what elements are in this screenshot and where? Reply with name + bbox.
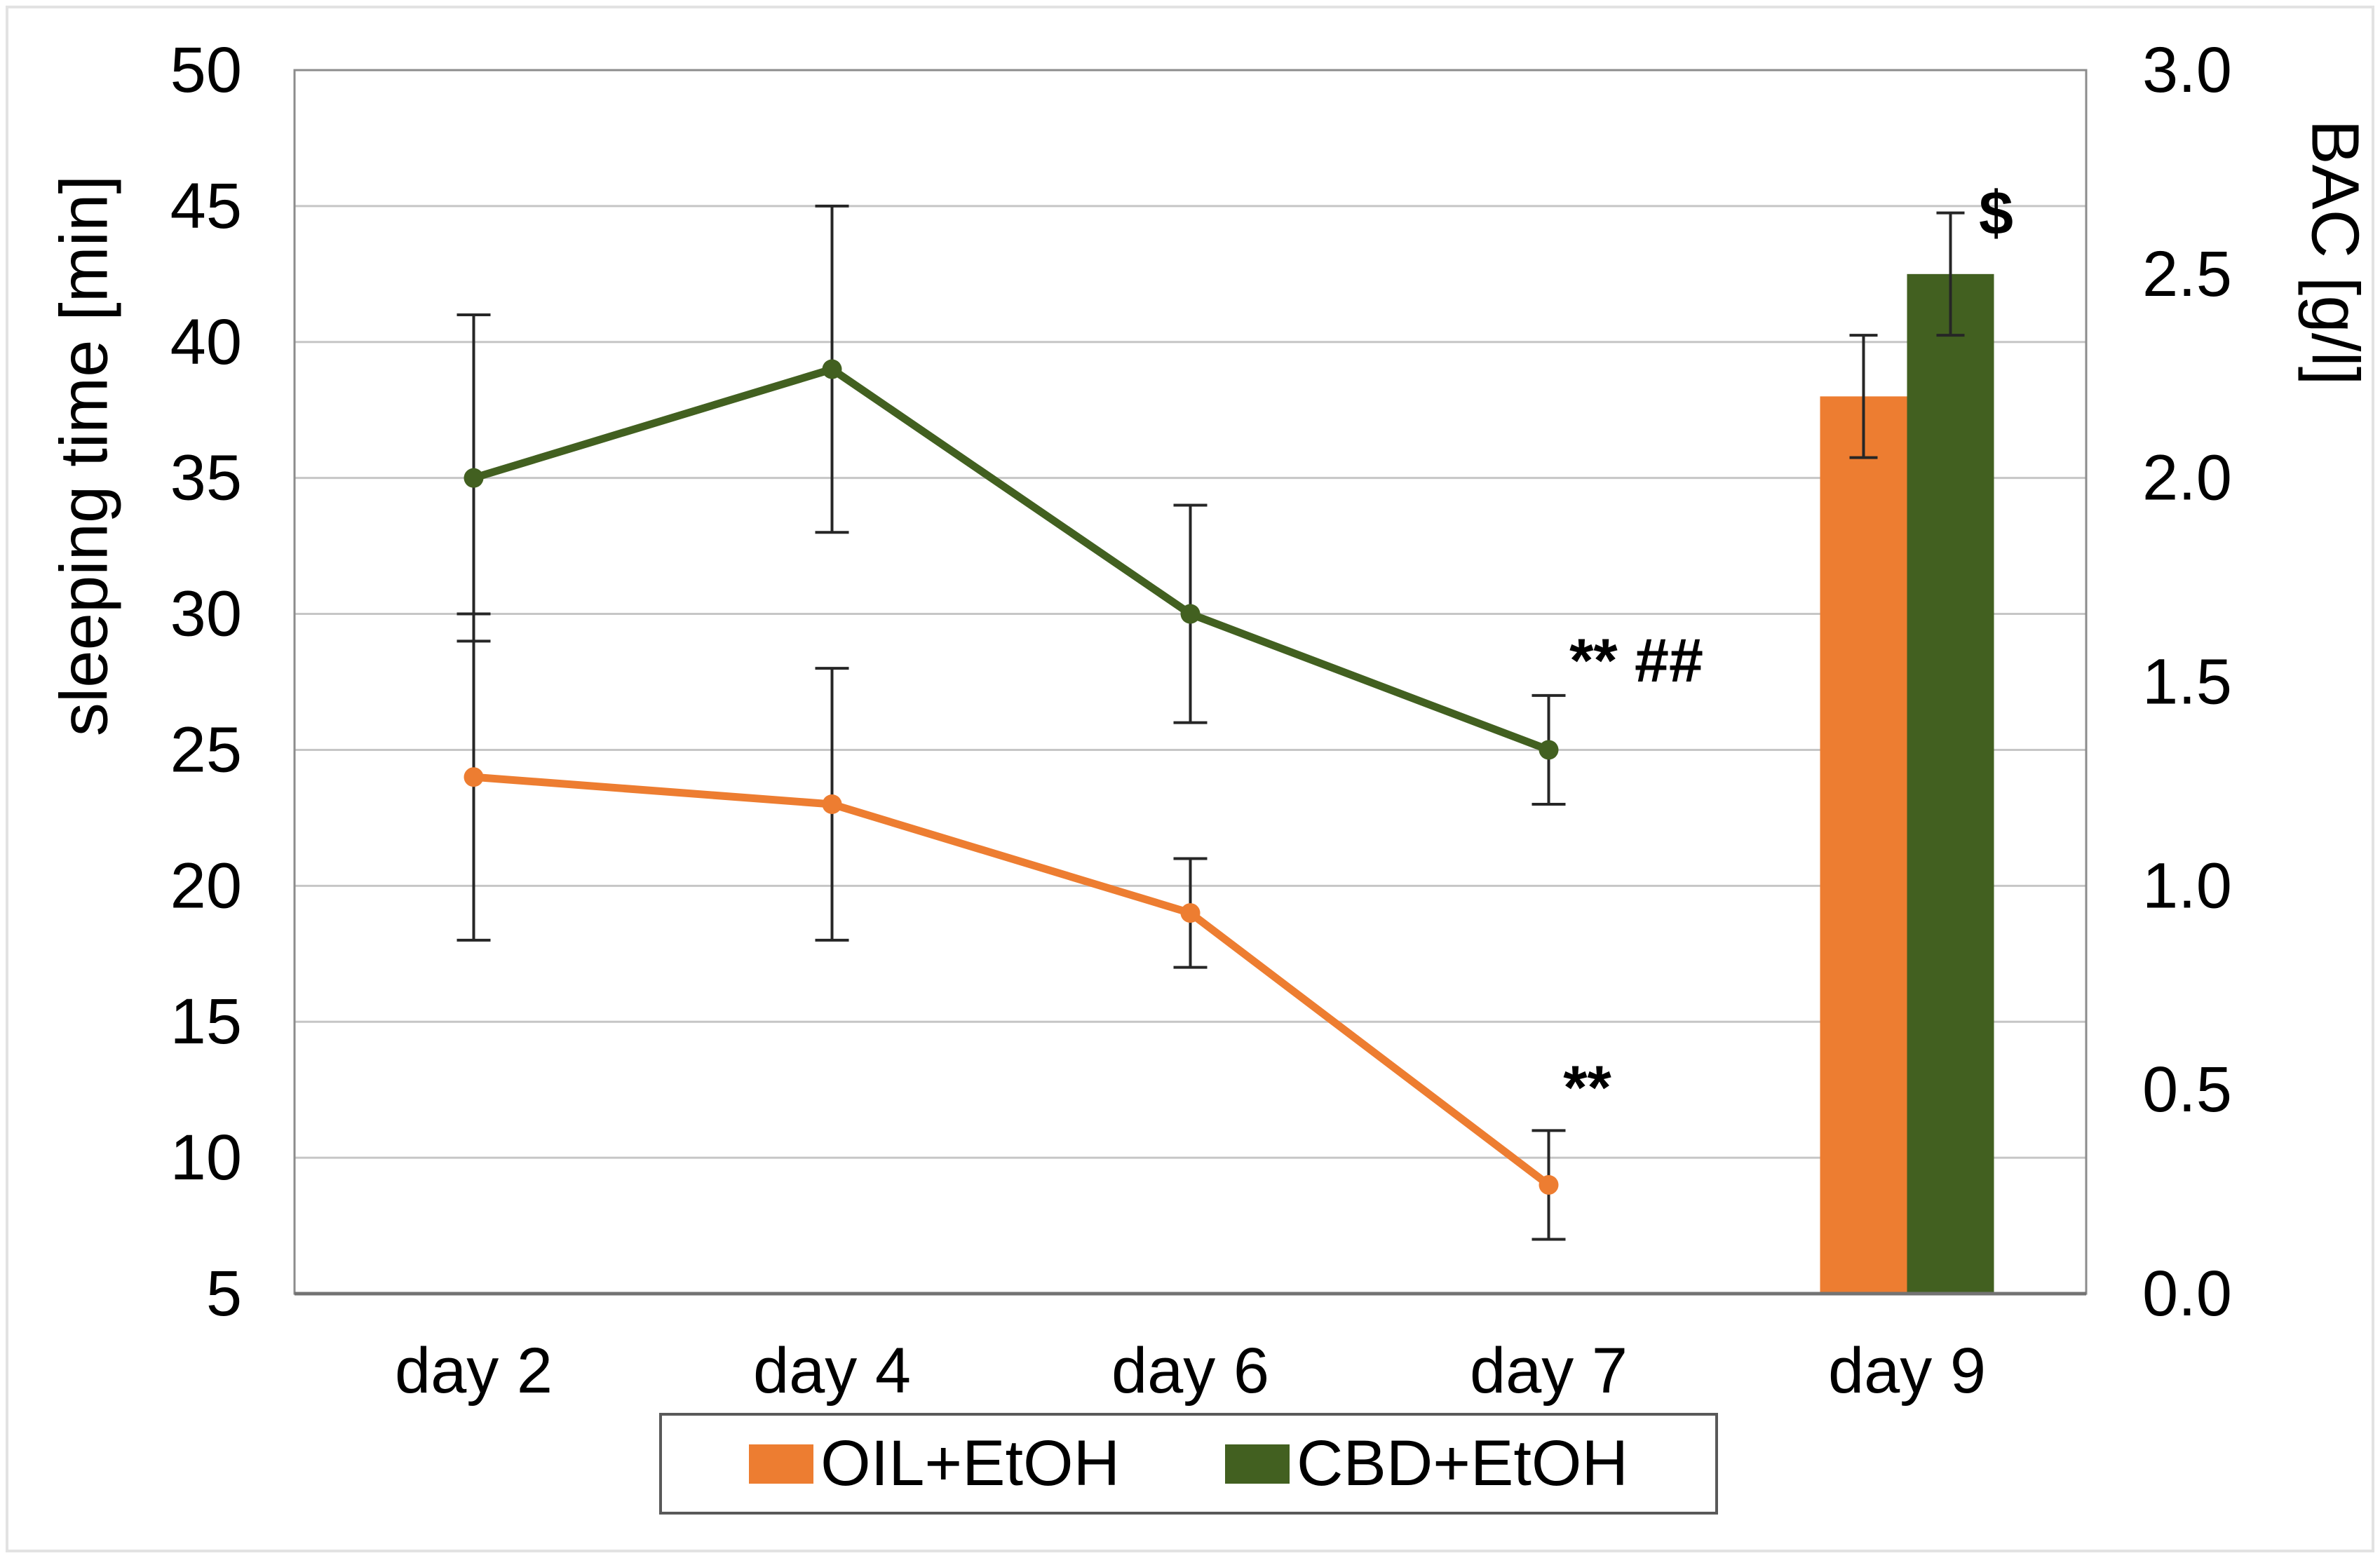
cbd-etoh-line bbox=[470, 365, 1553, 754]
left-axis-tick-label: 5 bbox=[206, 1258, 242, 1329]
x-axis-category-label: day 2 bbox=[395, 1335, 553, 1407]
oil-etoh-marker bbox=[1539, 1174, 1559, 1195]
x-axis-category-label: day 7 bbox=[1470, 1335, 1628, 1407]
legend-label-cbd-etoh: CBD+EtOH bbox=[1297, 1428, 1628, 1499]
right-axis-tick-label: 1.5 bbox=[2142, 646, 2232, 718]
gridlines-layer bbox=[293, 69, 2088, 1295]
right-axis-tick-label: 0.5 bbox=[2142, 1054, 2232, 1125]
cbd-etoh-marker bbox=[1539, 740, 1559, 760]
left-axis-tick-label: 45 bbox=[170, 170, 242, 242]
legend-swatch-cbd-etoh bbox=[1225, 1444, 1290, 1484]
left-axis-tick-label: 35 bbox=[170, 442, 242, 514]
right-axis-tick-label: 2.5 bbox=[2142, 238, 2232, 310]
significance-annotation: ** ## bbox=[1569, 625, 1703, 695]
legend-swatch-oil-etoh bbox=[749, 1444, 814, 1484]
annotations-layer: ** ## ** $ bbox=[1563, 178, 2013, 1122]
left-axis-tick-label: 10 bbox=[170, 1122, 242, 1193]
legend-item-cbd-etoh: CBD+EtOH bbox=[1225, 1427, 1628, 1501]
left-axis-tick-label: 40 bbox=[170, 306, 242, 378]
oil-etoh-marker bbox=[464, 767, 484, 787]
cbd-etoh-marker bbox=[464, 468, 484, 488]
left-axis-tick-label: 15 bbox=[170, 986, 242, 1057]
left-axis-tick-label: 50 bbox=[170, 34, 242, 106]
left-axis-tick-label: 20 bbox=[170, 850, 242, 921]
x-axis-category-label: day 6 bbox=[1111, 1335, 1269, 1407]
x-axis-category-label: day 4 bbox=[753, 1335, 911, 1407]
right-axis-tick-label: 2.0 bbox=[2142, 442, 2232, 514]
oil-etoh-marker bbox=[822, 794, 842, 814]
oil-etoh-line bbox=[470, 773, 1553, 1189]
significance-annotation: ** bbox=[1563, 1052, 1611, 1122]
cbd-etoh-marker bbox=[1180, 604, 1201, 624]
cbd-etoh-marker bbox=[822, 359, 842, 379]
oil-etoh-marker bbox=[1180, 903, 1201, 923]
left-axis-tick-label: 30 bbox=[170, 578, 242, 650]
significance-annotation: $ bbox=[1979, 178, 2013, 248]
legend: OIL+EtOH CBD+EtOH bbox=[659, 1413, 1718, 1515]
legend-item-oil-etoh: OIL+EtOH bbox=[749, 1427, 1120, 1501]
right-axis-tick-label: 1.0 bbox=[2142, 850, 2232, 921]
legend-label-oil-etoh: OIL+EtOH bbox=[820, 1428, 1121, 1499]
left-axis-title: sleeping time [min] bbox=[47, 175, 122, 736]
right-axis-tick-label: 3.0 bbox=[2142, 34, 2232, 106]
error-bars-layer bbox=[457, 204, 1965, 1241]
bars-layer bbox=[295, 273, 2086, 1296]
line-series-layer bbox=[464, 359, 1559, 1195]
right-axis-title: BAC [g/l] bbox=[2298, 120, 2373, 386]
x-axis-category-label: day 9 bbox=[1828, 1335, 1986, 1407]
left-axis-tick-label: 25 bbox=[170, 714, 242, 785]
right-axis-tick-label: 0.0 bbox=[2142, 1258, 2232, 1329]
oil-etoh-bar bbox=[1820, 396, 1907, 1294]
cbd-etoh-bar bbox=[1907, 273, 1994, 1294]
axis-labels-layer: 50 45 40 35 30 25 20 15 10 5 3.0 2.5 2.0 1.5 1.0 0.5 0.0… bbox=[170, 34, 2232, 1407]
